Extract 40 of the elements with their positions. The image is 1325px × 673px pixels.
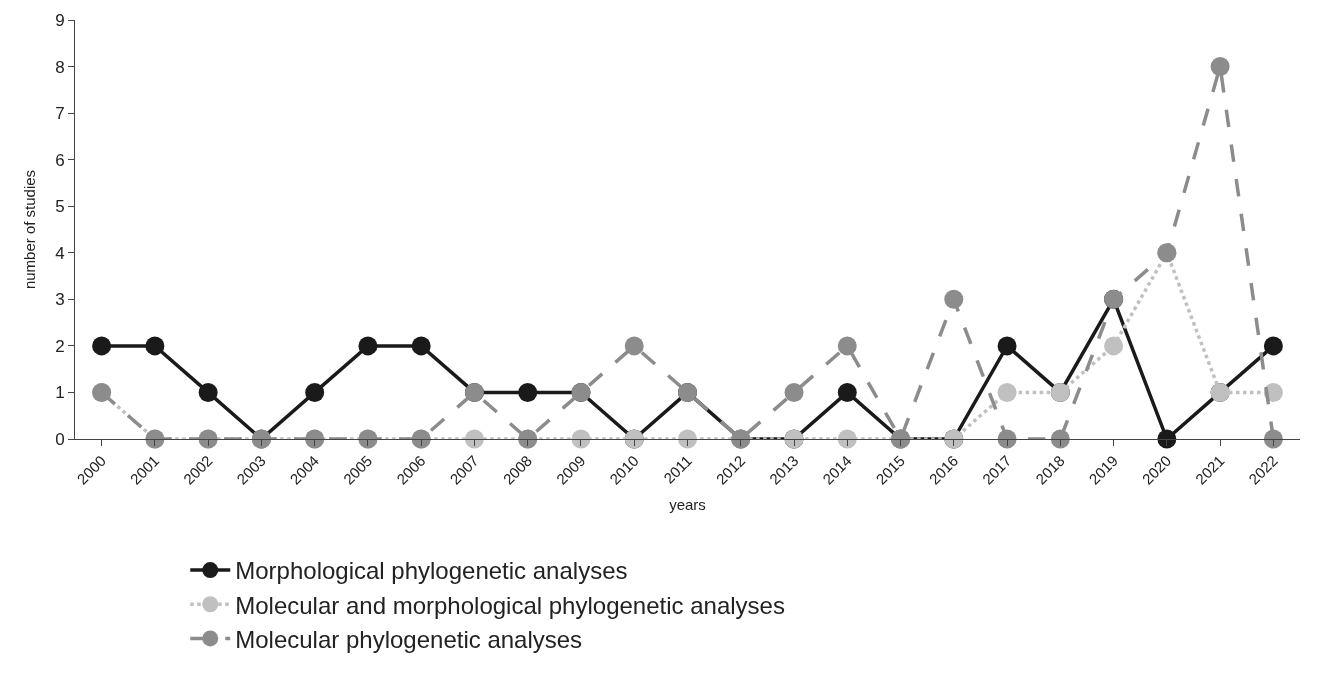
point [784, 382, 804, 402]
y-tick-label: 7 [55, 104, 65, 124]
point [198, 382, 218, 402]
point [997, 336, 1017, 356]
point [411, 336, 431, 356]
y-tick-label: 2 [55, 336, 65, 356]
y-tick-label: 1 [55, 383, 65, 403]
y-axis-title: number of studies [21, 169, 38, 290]
point [1157, 429, 1177, 449]
point [1210, 57, 1230, 77]
point [305, 382, 325, 402]
point [678, 429, 697, 449]
y-tick-label: 6 [55, 150, 65, 170]
point [837, 429, 857, 449]
point [358, 336, 378, 356]
point [92, 336, 112, 356]
legend-label: Molecular phylogenetic analyses [235, 625, 583, 653]
legend-label: Molecular and morphological phylogenetic analyses [235, 591, 785, 619]
point [1050, 429, 1070, 449]
point [464, 429, 484, 449]
y-tick-label: 0 [55, 429, 65, 449]
legend-label: Morphological phylogenetic analyses [235, 557, 628, 585]
point [1104, 336, 1124, 356]
point [837, 382, 857, 402]
point [944, 289, 964, 309]
point [571, 429, 591, 449]
point [624, 336, 644, 356]
point [145, 336, 165, 356]
y-tick-label: 4 [55, 243, 65, 263]
point [997, 429, 1017, 449]
point [997, 382, 1017, 402]
x-axis-title: years [669, 495, 706, 513]
point [1263, 429, 1283, 449]
y-tick-label: 5 [55, 197, 65, 217]
y-tick-label: 3 [55, 290, 65, 310]
point [837, 336, 857, 356]
point [518, 382, 538, 402]
y-tick-label: 9 [55, 10, 65, 30]
y-tick-label: 8 [55, 57, 65, 77]
point [1263, 336, 1283, 356]
